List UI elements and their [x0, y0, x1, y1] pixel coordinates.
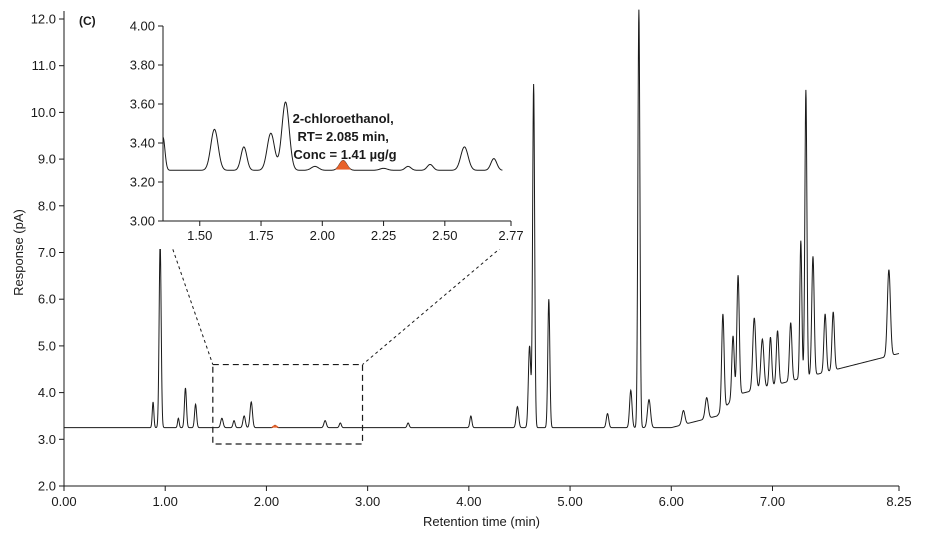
x-tick-label: 3.00	[355, 494, 380, 509]
inset-x-tick-label: 2.77	[498, 228, 523, 243]
y-tick-label: 5.0	[38, 338, 56, 353]
y-axis-label: Response (pA)	[11, 209, 26, 296]
x-tick-label: 1.00	[153, 494, 178, 509]
x-tick-label: 5.00	[557, 494, 582, 509]
y-tick-label: 6.0	[38, 292, 56, 307]
y-tick-label: 7.0	[38, 245, 56, 260]
x-tick-label: 4.00	[456, 494, 481, 509]
x-tick-label: 6.00	[659, 494, 684, 509]
y-tick-label: 11.0	[32, 58, 56, 73]
inset-y-tick-label: 3.00	[130, 214, 155, 229]
inset-y-tick-label: 3.40	[130, 136, 155, 151]
highlighted-peak-inset	[335, 160, 351, 170]
inset-y-tick-label: 3.20	[130, 175, 155, 190]
inset-x-tick-label: 2.00	[310, 228, 335, 243]
y-tick-label: 12.0	[31, 12, 56, 27]
x-tick-label: 0.00	[51, 494, 76, 509]
y-tick-label: 10.0	[31, 105, 56, 120]
annotation-line-2: RT= 2.085 min,	[297, 129, 388, 144]
y-tick-label: 2.0	[38, 479, 56, 494]
x-axis-label: Retention time (min)	[423, 514, 540, 529]
highlighted-peak-main	[271, 425, 280, 428]
inset-y-tick-label: 3.80	[130, 58, 155, 73]
inset-trace	[162, 101, 503, 171]
x-tick-label: 7.00	[760, 494, 785, 509]
panel-label: (C)	[79, 14, 96, 28]
chromatogram-trace	[64, 9, 900, 429]
x-tick-label: 8.25	[886, 494, 911, 509]
y-tick-label: 3.0	[38, 432, 56, 447]
y-tick-label: 4.0	[38, 385, 56, 400]
annotation-line-3: Conc = 1.41 µg/g	[293, 147, 396, 162]
zoom-box	[212, 363, 364, 445]
peak-annotation: 2-chloroethanol, RT= 2.085 min, Conc = 1…	[293, 111, 398, 162]
inset-y-tick-label: 3.60	[130, 97, 155, 112]
main-plot: 2.0 3.0 4.0 5.0 6.0 7.0 8.0 9.0 10.0 11.0 12.0 0.00…	[31, 9, 912, 509]
inset-plot: 3.00 3.20 3.40 3.60 3.80 4.00 1.50 1.75 2.00 2.25…	[123, 14, 531, 249]
inset-x-tick-label: 2.25	[371, 228, 396, 243]
y-tick-label: 9.0	[38, 152, 56, 167]
inset-x-tick-label: 1.50	[187, 228, 212, 243]
x-tick-label: 2.00	[254, 494, 279, 509]
y-tick-label: 8.0	[38, 198, 56, 213]
inset-background	[123, 14, 531, 249]
inset-y-tick-label: 4.00	[130, 19, 155, 34]
annotation-line-1: 2-chloroethanol,	[293, 111, 394, 126]
inset-x-tick-label: 1.75	[248, 228, 273, 243]
inset-x-tick-label: 2.50	[432, 228, 457, 243]
